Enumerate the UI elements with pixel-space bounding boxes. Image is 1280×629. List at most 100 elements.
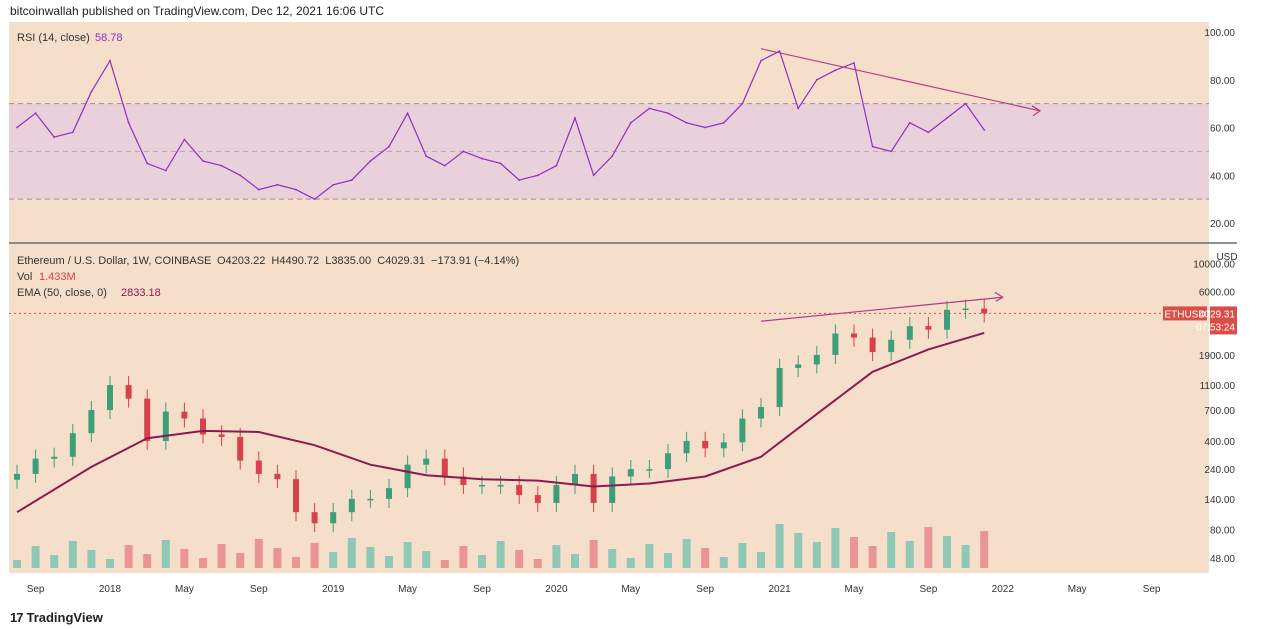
volume-bar-2019-12 [533, 559, 542, 568]
rsi-trendline [760, 48, 1041, 112]
publish-header: bitcoinwallah published on TradingView.c… [10, 4, 385, 18]
rsi-point-2021-10 [946, 117, 948, 119]
volume-bar-2020-04 [608, 549, 617, 568]
candle-body-2020-08 [683, 440, 690, 454]
volume-bar-2019-06 [422, 551, 431, 568]
volume-bar-2020-11 [738, 543, 747, 568]
candle-body-2021-01 [776, 367, 783, 407]
rsi-point-2019-05 [406, 112, 409, 115]
rsi-point-2019-02 [350, 179, 353, 181]
price-tag-countdown: 07:53:24 [1196, 322, 1235, 333]
candle-body-2018-11 [293, 479, 299, 513]
volume-bar-2018-06 [199, 558, 207, 568]
rsi-point-2020-07 [667, 112, 669, 115]
volume-bar-2021-12 [980, 531, 989, 568]
time-axis-label: 2018 [99, 584, 122, 595]
candle-body-2021-09 [925, 326, 932, 330]
rsi-point-2018-09 [257, 188, 260, 191]
rsi-point-2019-07 [443, 164, 446, 167]
price-axis-tick: 80.00 [1210, 526, 1235, 537]
candle-body-2021-11 [962, 308, 969, 311]
volume-bar-2018-08 [236, 553, 245, 568]
price-axis-tick: 700.00 [1204, 406, 1235, 417]
candle-body-2019-11 [516, 484, 523, 496]
volume-bar-2020-08 [682, 539, 691, 568]
candle-body-2021-06 [869, 337, 876, 353]
rsi-point-2019-06 [425, 155, 428, 158]
rsi-point-2018-12 [313, 198, 316, 201]
volume-bar-2020-07 [664, 553, 672, 568]
price-axis[interactable]: 100.00 80.00 60.00 40.00 20.00 10000.00 6000.0… [1193, 28, 1235, 565]
volume-bar-2021-08 [905, 541, 914, 568]
rsi-point-2019-01 [332, 183, 335, 186]
volume-bar-2021-05 [850, 537, 858, 568]
volume-bar-2019-08 [459, 546, 468, 568]
rsi-point-2019-09 [481, 157, 483, 160]
rsi-point-2020-11 [741, 102, 744, 105]
rsi-legend-value: 58.78 [95, 32, 123, 44]
candle-body-2021-03 [813, 354, 820, 365]
rsi-point-2017-08 [16, 126, 18, 129]
candle-body-2019-04 [386, 488, 392, 499]
rsi-point-2021-07 [890, 150, 893, 153]
rsi-point-2019-03 [369, 160, 372, 162]
candle-body-2017-09 [32, 458, 39, 474]
time-axis-label: 2020 [545, 584, 568, 595]
time-axis-label: May [621, 584, 640, 595]
candle-body-2020-06 [646, 469, 653, 471]
volume-bar-2020-02 [571, 554, 579, 568]
rsi-point-2020-01 [555, 164, 558, 167]
time-axis-label: May [1068, 584, 1087, 595]
candle-body-2019-08 [460, 476, 467, 485]
candle-body-2020-03 [590, 473, 597, 503]
rsi-point-2018-03 [146, 162, 149, 165]
volume-bar-2019-11 [515, 550, 524, 568]
rsi-legend-label: RSI (14, close) [17, 32, 90, 44]
rsi-axis-tick: 100.00 [1204, 28, 1235, 39]
rsi-point-2018-08 [239, 174, 242, 177]
price-trendline-arrow [994, 291, 1004, 302]
rsi-axis-tick: 20.00 [1210, 219, 1235, 230]
rsi-axis-tick: 40.00 [1210, 171, 1235, 182]
ticker-tag [1163, 306, 1207, 321]
candle-layer [14, 299, 988, 533]
rsi-point-2018-05 [183, 138, 186, 141]
time-axis-label: Sep [696, 584, 714, 595]
candle-body-2020-01 [553, 484, 560, 503]
volume-bar-2019-05 [403, 542, 412, 568]
time-axis[interactable]: Sep 2018 May Sep 2019 May Sep 2020 May Sep 2021 May… [27, 584, 1161, 595]
candle-body-2021-07 [888, 339, 895, 353]
rsi-point-2018-04 [164, 169, 167, 172]
volume-bar-2020-12 [757, 552, 765, 568]
rsi-point-2020-05 [629, 121, 632, 124]
vol-legend-value: 1.433M [39, 271, 76, 283]
rsi-point-2021-08 [908, 121, 911, 124]
volume-bar-2019-01 [329, 552, 338, 568]
ohlc-legend: O4203.22 H4490.72 L3835.00 C4029.31 −173… [217, 255, 519, 267]
volume-bar-2017-10 [50, 555, 59, 568]
chart-canvas[interactable]: 100.00 80.00 60.00 40.00 20.00 10000.00 6000.0… [9, 22, 1238, 601]
chart-frame[interactable]: 100.00 80.00 60.00 40.00 20.00 10000.00 6000.0… [9, 22, 1238, 601]
volume-bar-2018-07 [217, 544, 226, 568]
volume-bar-2021-04 [831, 528, 840, 568]
time-axis-label: May [175, 584, 194, 595]
rsi-axis-tick: 80.00 [1210, 76, 1235, 87]
price-axis-tick: 10000.00 [1193, 259, 1235, 270]
volume-bar-2020-03 [589, 540, 598, 568]
tradingview-logo[interactable]: 17 TradingView [10, 610, 103, 625]
time-axis-label: 2019 [322, 584, 345, 595]
candle-body-2019-05 [404, 464, 411, 489]
candle-body-2018-12 [311, 512, 318, 524]
time-axis-background [9, 573, 1209, 601]
volume-bar-2020-01 [552, 545, 561, 568]
time-axis-label: Sep [250, 584, 268, 595]
candle-body-2019-12 [534, 495, 541, 503]
volume-layer [13, 524, 989, 568]
time-axis-label: 2021 [768, 584, 791, 595]
price-axis-tick: 1900.00 [1199, 351, 1236, 362]
candle-body-2019-10 [497, 484, 504, 487]
rsi-trendline-arrow [1031, 105, 1042, 117]
candle-body-2017-12 [88, 410, 95, 434]
price-axis-tick: 240.00 [1204, 465, 1235, 476]
candle-body-2019-09 [479, 484, 485, 487]
